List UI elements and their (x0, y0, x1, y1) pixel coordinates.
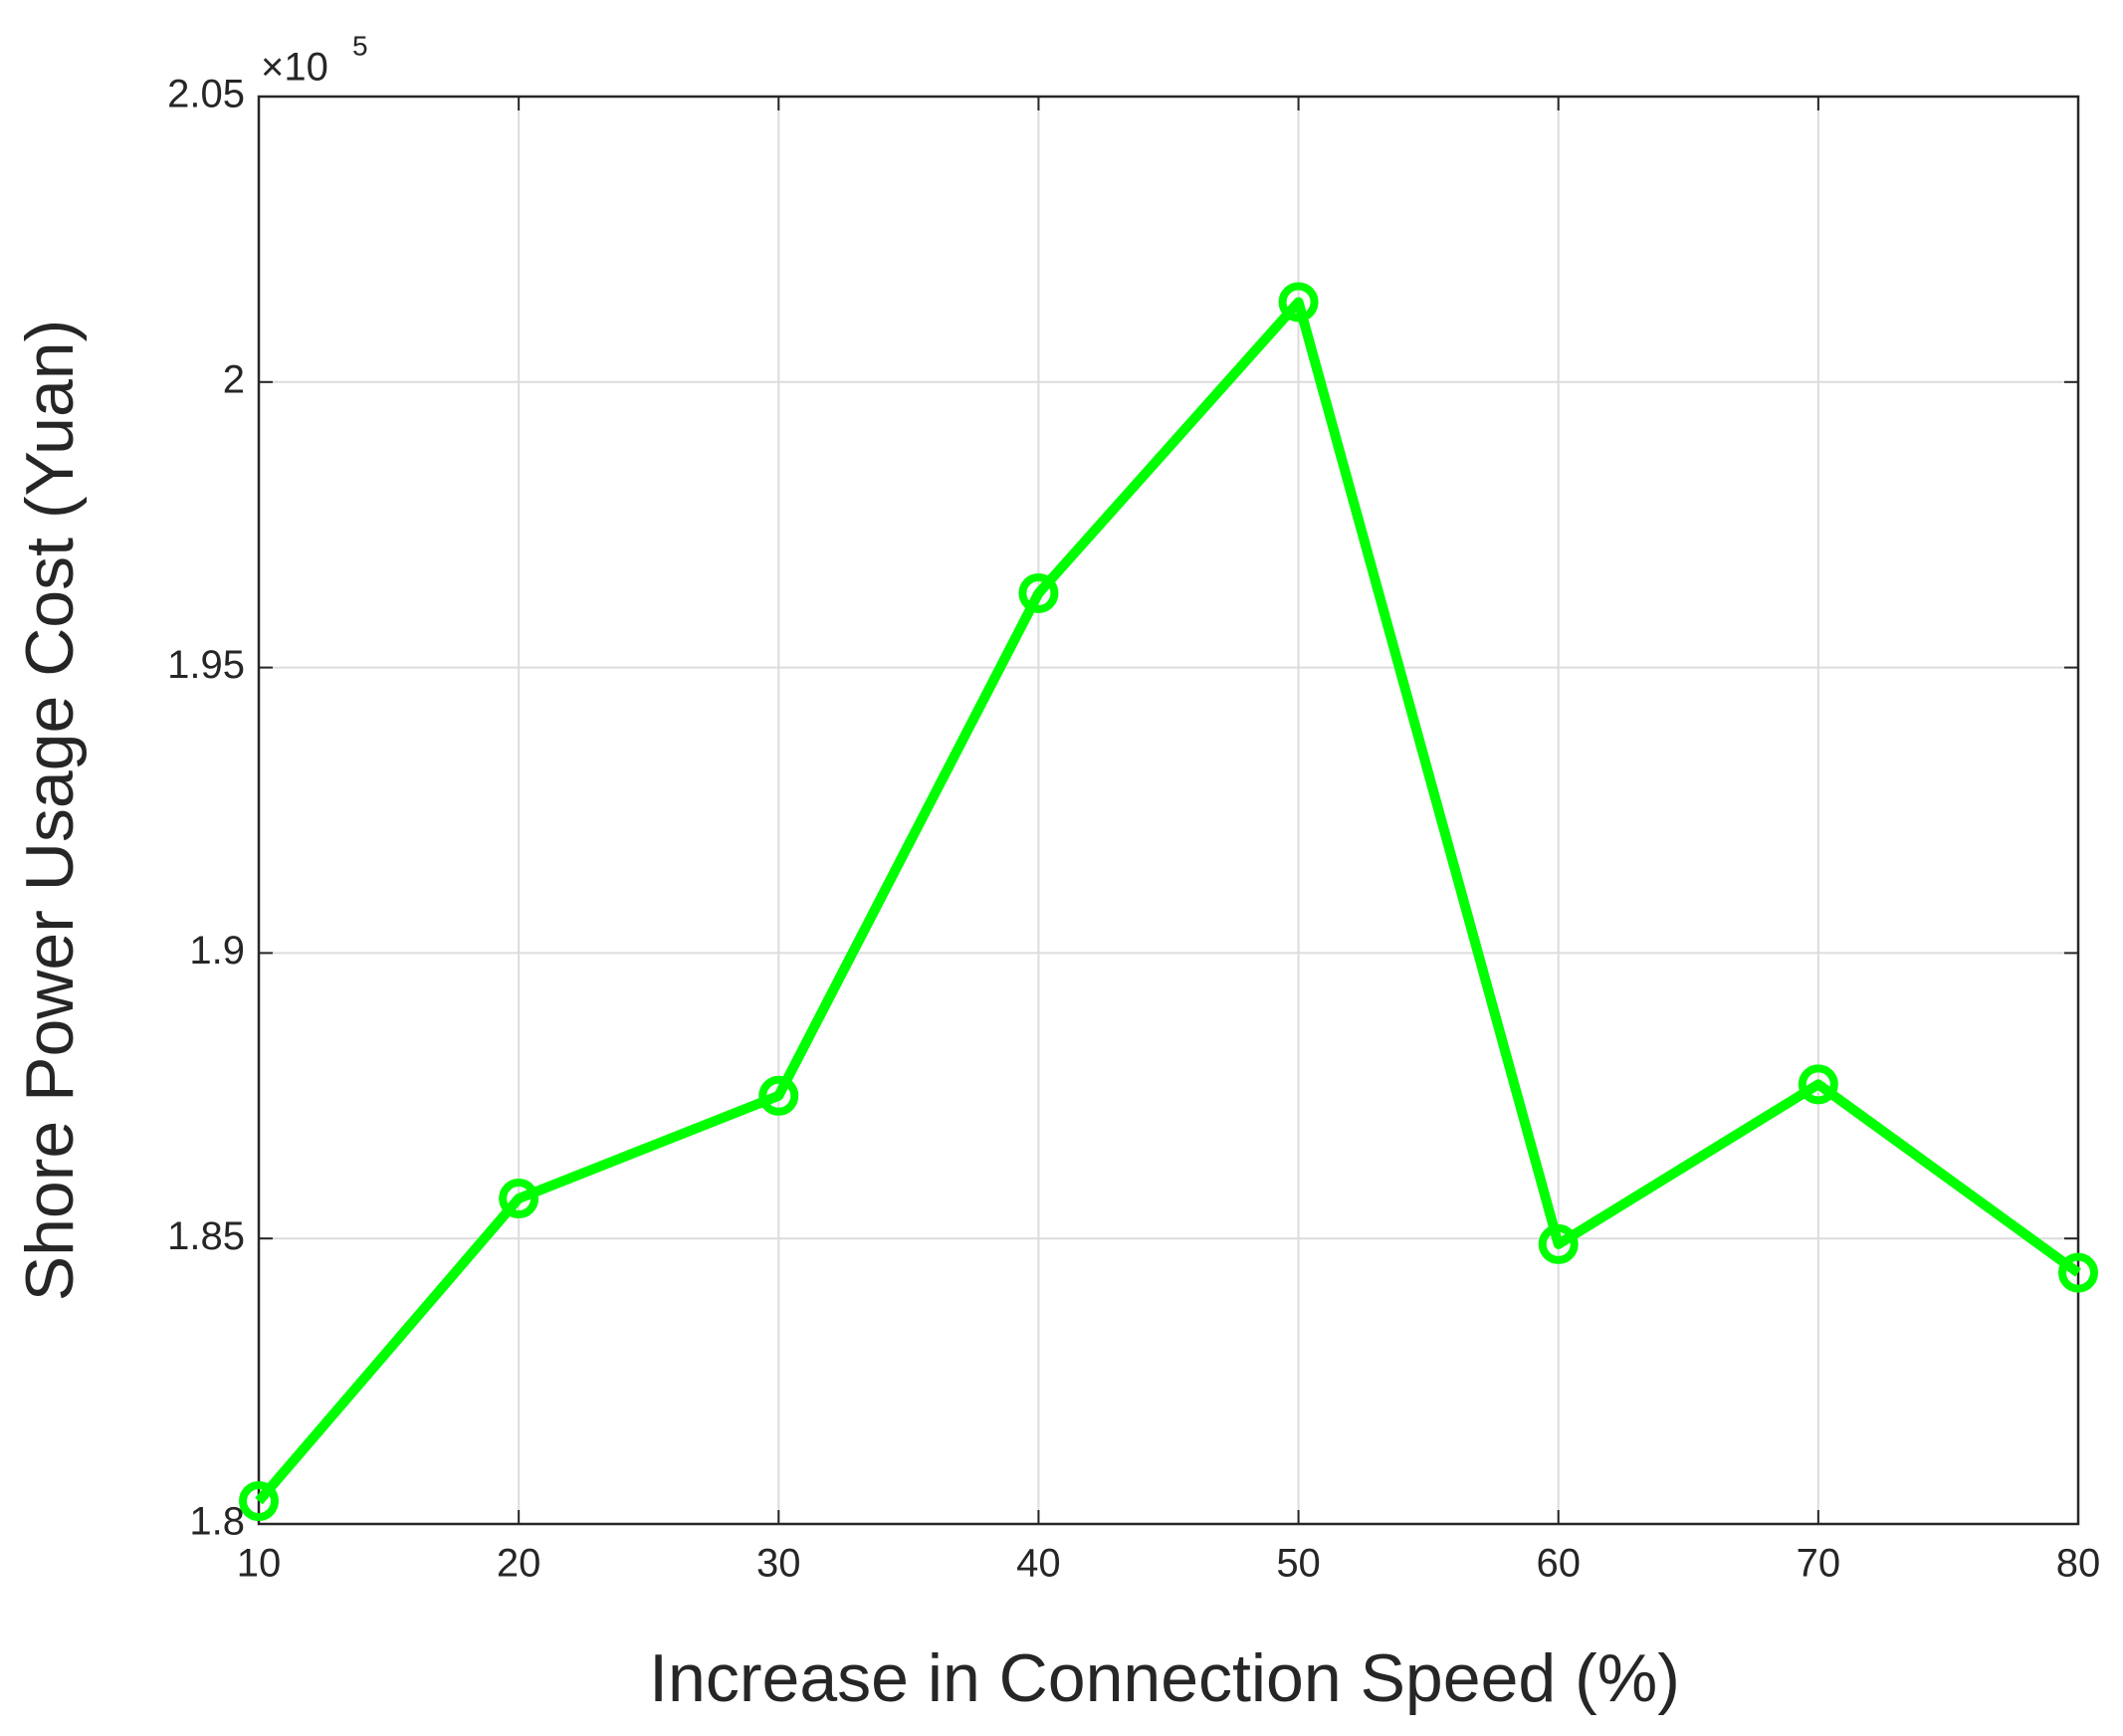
x-axis-label: Increase in Connection Speed (%) (649, 1640, 1680, 1716)
marker (1798, 1064, 1838, 1105)
marker (2058, 1252, 2098, 1293)
marker (499, 1179, 539, 1219)
y-axis-label: Shore Power Usage Cost (Yuan) (12, 320, 88, 1302)
line (255, 297, 2081, 1505)
y-tick-label: 1.8 (189, 1500, 245, 1544)
y-tick-label: 1.9 (189, 929, 245, 973)
y-tick-label: 2 (223, 357, 245, 401)
y-tick-label: 2.05 (167, 73, 245, 116)
x-tick-label: 10 (237, 1542, 282, 1586)
y-tick-label: 1.95 (167, 643, 245, 687)
y-multiplier-exponent: 5 (352, 30, 368, 61)
marker (758, 1075, 799, 1116)
x-tick-label: 50 (1276, 1542, 1321, 1586)
marker (1538, 1223, 1579, 1264)
marker (1018, 573, 1059, 614)
x-tick-label: 60 (1536, 1542, 1581, 1586)
x-tick-label: 20 (497, 1542, 541, 1586)
x-tick-label: 40 (1016, 1542, 1061, 1586)
marker (1278, 282, 1319, 323)
y-tick-label: 1.85 (167, 1214, 245, 1258)
x-tick-label: 80 (2056, 1542, 2101, 1586)
x-tick-label: 70 (1797, 1542, 1841, 1586)
plot-frame (257, 95, 2080, 1526)
marker (239, 1481, 279, 1522)
x-tick-label: 30 (756, 1542, 801, 1586)
y-multiplier: ×10 (261, 46, 328, 90)
